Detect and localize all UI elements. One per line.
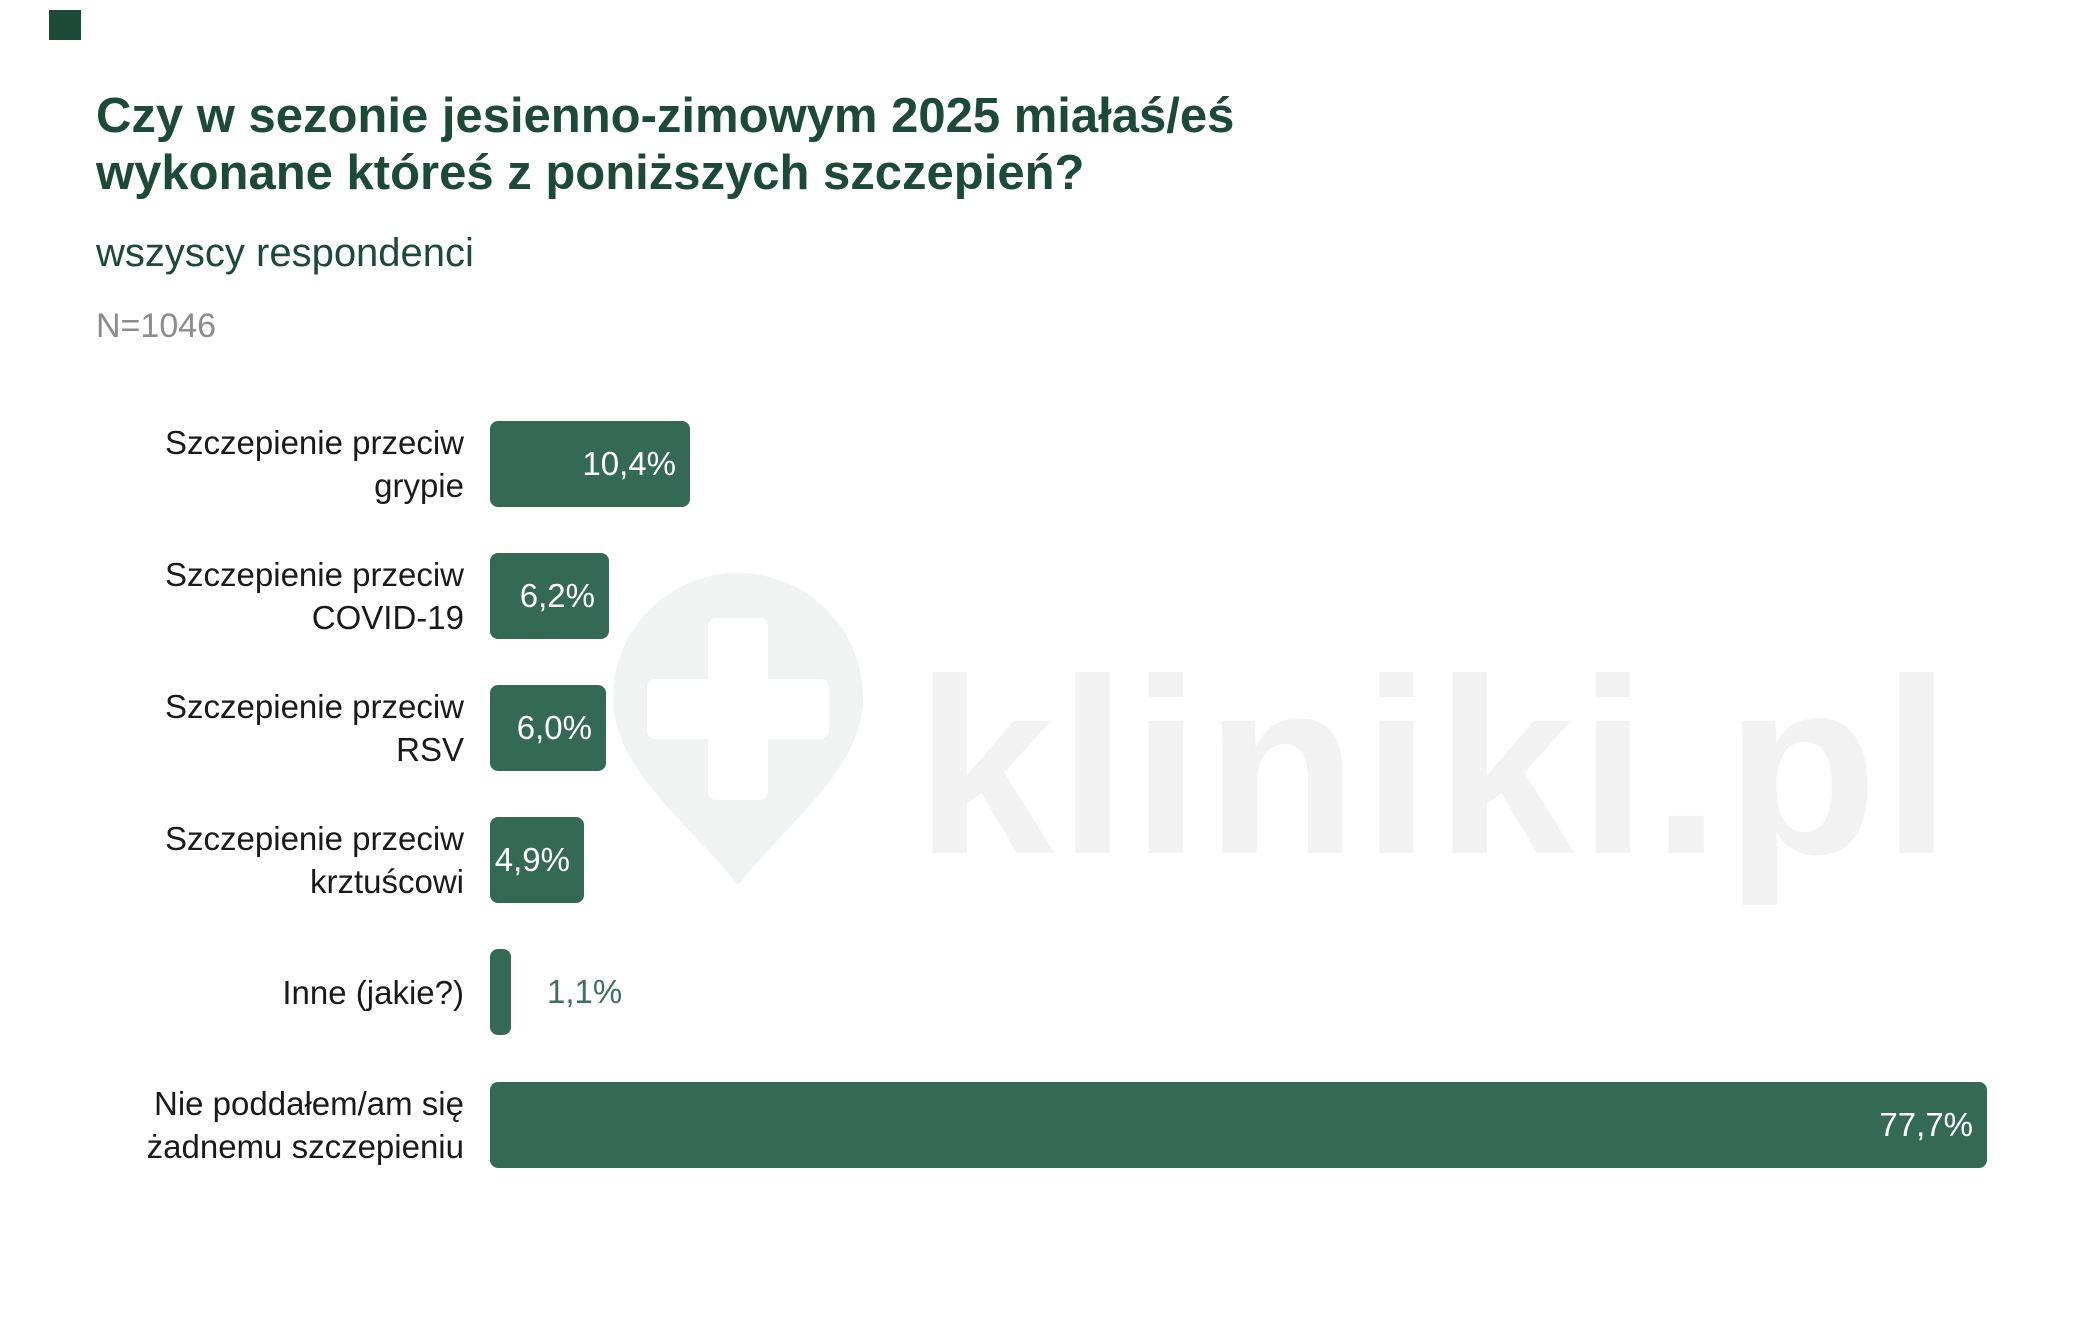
value-label: 77,7% bbox=[1879, 1106, 1973, 1143]
chart-title-line1: Czy w sezonie jesienno-zimowym 2025 miał… bbox=[96, 89, 1235, 143]
value-label: 10,4% bbox=[582, 445, 676, 482]
category-label: Szczepienie przeciw RSV bbox=[165, 688, 464, 768]
chart-row: Nie poddałem/am się żadnemu szczepieniu 77… bbox=[90, 1082, 1987, 1168]
category-label: Szczepienie przeciw grypie bbox=[165, 424, 464, 504]
location-pin-plus-icon bbox=[613, 573, 863, 885]
sample-size-label: N=1046 bbox=[96, 307, 217, 345]
chart-title-line2: wykonane któreś z poniższych szczepień? bbox=[96, 146, 1085, 200]
category-label: Szczepienie przeciw krztuścowi bbox=[165, 820, 464, 900]
bar bbox=[490, 949, 511, 1035]
category-label: Inne (jakie?) bbox=[282, 973, 464, 1011]
corner-brand-square bbox=[49, 10, 81, 40]
chart-title: Czy w sezonie jesienno-zimowym 2025 miał… bbox=[96, 88, 1596, 202]
watermark-brand-text: kliniki.pl bbox=[915, 627, 1956, 906]
value-label: 6,2% bbox=[519, 577, 595, 614]
chart-row: Szczepienie przeciw grypie 10,4% bbox=[90, 421, 690, 507]
bar: 77,7% bbox=[490, 1082, 1987, 1168]
category-label: Nie poddałem/am się żadnemu szczepieniu bbox=[146, 1085, 464, 1165]
bar: 6,0% bbox=[490, 685, 606, 771]
value-label: 1,1% bbox=[547, 973, 623, 1010]
chart-row: Szczepienie przeciw COVID-19 6,2% bbox=[90, 553, 609, 639]
chart-row: Szczepienie przeciw krztuścowi 4,9% bbox=[90, 817, 584, 903]
bar: 4,9% bbox=[490, 817, 584, 903]
category-label: Szczepienie przeciw COVID-19 bbox=[165, 556, 464, 636]
value-label: 4,9% bbox=[494, 841, 570, 878]
bar: 10,4% bbox=[490, 421, 690, 507]
chart-row: Inne (jakie?) 1,1% bbox=[90, 949, 622, 1035]
value-label: 6,0% bbox=[516, 709, 592, 746]
chart-row: Szczepienie przeciw RSV 6,0% bbox=[90, 685, 606, 771]
bar: 6,2% bbox=[490, 553, 609, 639]
chart-subtitle: wszyscy respondenci bbox=[96, 231, 474, 275]
